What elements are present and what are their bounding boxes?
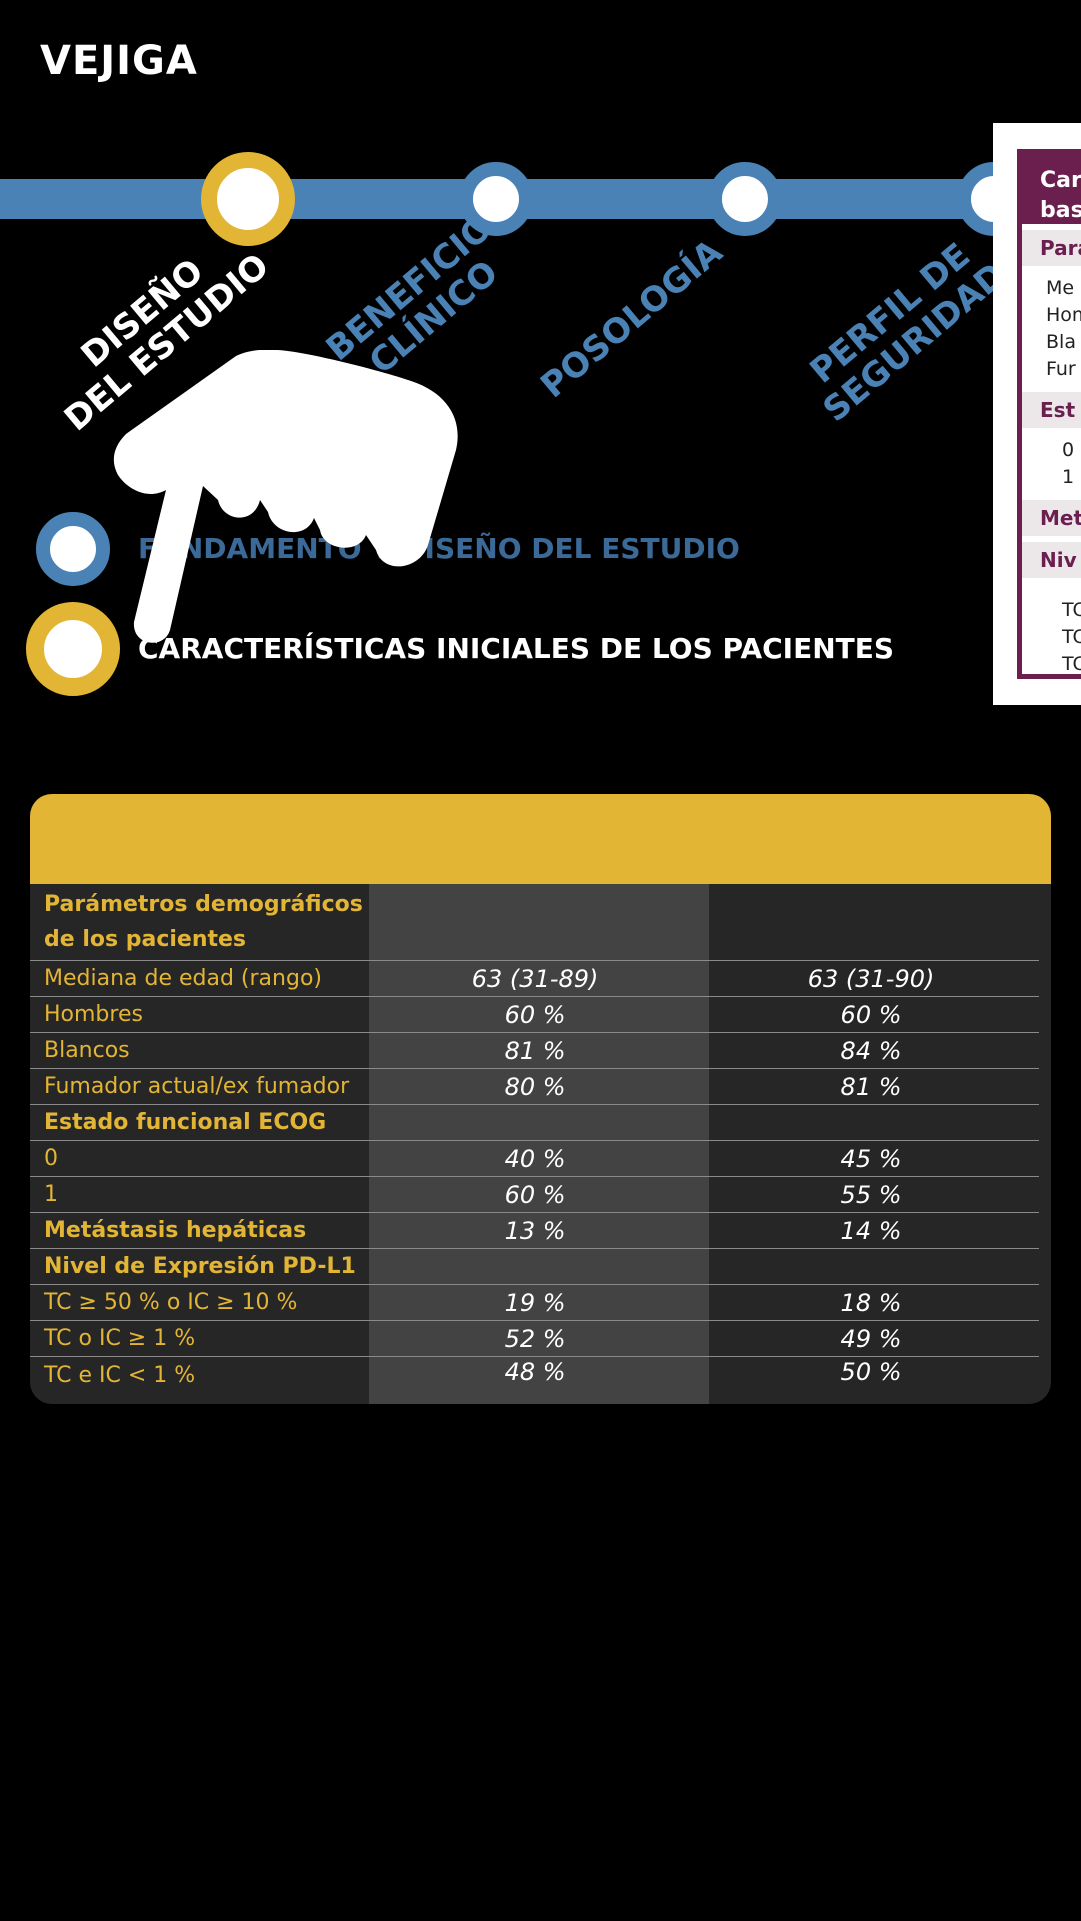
row-label: Fumador actual/ex fumador (44, 1074, 350, 1099)
value-arm-a: 80 % (504, 1072, 566, 1101)
value-arm-b: 84 % (840, 1036, 902, 1065)
legend-dot-gold-icon[interactable] (26, 602, 120, 696)
row-label: Metástasis hepáticas (44, 1218, 307, 1243)
value-arm-a: 13 % (504, 1216, 566, 1245)
column-highlight (369, 884, 709, 1404)
row-label: Mediana de edad (rango) (44, 966, 322, 991)
card-section-ecog: Est (1022, 392, 1081, 428)
table-header-band (30, 794, 1051, 884)
value-arm-a: 63 (31-89) (471, 964, 599, 993)
card-row: Bla (1046, 331, 1076, 353)
value-arm-a: 60 % (504, 1000, 566, 1029)
table-row: TC e IC < 1 % 48 % 50 % (30, 1357, 1039, 1404)
card-row: TC (1062, 653, 1081, 675)
row-label: TC ≥ 50 % o IC ≥ 10 % (44, 1290, 298, 1315)
value-arm-b: 49 % (840, 1324, 902, 1353)
legend-study-rationale[interactable]: FUNDAMENTO Y DISEÑO DEL ESTUDIO (138, 532, 740, 565)
page-title: VEJIGA (40, 38, 198, 84)
value-arm-b: 50 % (840, 1358, 902, 1386)
tab-dosage-line1: POSOLOGÍA (533, 231, 731, 407)
table-row: TC ≥ 50 % o IC ≥ 10 % 19 % 18 % (30, 1285, 1039, 1321)
card-section-metastasis: Met (1022, 500, 1081, 536)
legend-baseline-characteristics[interactable]: CARACTERÍSTICAS INICIALES DE LOS PACIENT… (138, 632, 895, 665)
value-arm-b: 45 % (840, 1144, 902, 1173)
table-row: Parámetros demográficos de los pacientes (30, 884, 1039, 961)
card-row: Me (1046, 277, 1075, 299)
card-row: TC (1062, 599, 1081, 621)
legend-dot-blue-icon[interactable] (36, 512, 110, 586)
card-row: Fur (1046, 358, 1076, 380)
card-row: 0 (1062, 439, 1075, 461)
table-row: Nivel de Expresión PD-L1 (30, 1249, 1039, 1285)
row-label: Estado funcional ECOG (44, 1110, 327, 1135)
table-row: Hombres 60 % 60 % (30, 997, 1039, 1033)
pointing-hand-icon (113, 350, 458, 643)
table-row: Metástasis hepáticas 13 % 14 % (30, 1213, 1039, 1249)
card-title-line1: Cara (1040, 168, 1081, 193)
card-row: TC (1062, 626, 1081, 648)
value-arm-a: 52 % (504, 1324, 566, 1353)
value-arm-b: 81 % (840, 1072, 902, 1101)
card-section-pdl1: Niv (1022, 542, 1081, 578)
table-body: Parámetros demográficos de los pacientes… (30, 884, 1051, 1404)
row-label: Parámetros demográficos de los pacientes (44, 892, 363, 952)
row-label: TC e IC < 1 % (44, 1363, 196, 1388)
timeline-track (0, 179, 1081, 219)
card-row: Hom (1046, 304, 1081, 326)
row-label: TC o IC ≥ 1 % (44, 1326, 196, 1351)
value-arm-a: 48 % (504, 1358, 566, 1386)
value-arm-b: 14 % (840, 1216, 902, 1245)
baseline-characteristics-table: Parámetros demográficos de los pacientes… (30, 794, 1051, 1404)
value-arm-a: 19 % (504, 1288, 566, 1317)
value-arm-b: 55 % (840, 1180, 902, 1209)
tab-dosage[interactable]: POSOLOGÍA (533, 231, 731, 407)
row-label: Blancos (44, 1038, 130, 1063)
table-row: Fumador actual/ex fumador 80 % 81 % (30, 1069, 1039, 1105)
row-label: 0 (44, 1146, 58, 1171)
value-arm-b: 63 (31-90) (807, 964, 935, 993)
card-row: 1 (1062, 466, 1075, 488)
row-label: Hombres (44, 1002, 143, 1027)
table-row: Blancos 81 % 84 % (30, 1033, 1039, 1069)
timeline-node-dosage[interactable] (708, 162, 782, 236)
table-row: Mediana de edad (rango) 63 (31-89) 63 (31-… (30, 961, 1039, 997)
value-arm-b: 18 % (840, 1288, 902, 1317)
row-label: Nivel de Expresión PD-L1 (44, 1254, 356, 1279)
table-row: 1 60 % 55 % (30, 1177, 1039, 1213)
value-arm-a: 60 % (504, 1180, 566, 1209)
value-arm-b: 60 % (840, 1000, 902, 1029)
card-section-demographics: Para (1022, 230, 1081, 266)
table-row: Estado funcional ECOG (30, 1105, 1039, 1141)
value-arm-a: 81 % (504, 1036, 566, 1065)
table-row: 0 40 % 45 % (30, 1141, 1039, 1177)
tab-safety-profile[interactable]: PERFIL DE SEGURIDAD (792, 227, 1014, 430)
row-label: 1 (44, 1182, 58, 1207)
value-arm-a: 40 % (504, 1144, 566, 1173)
card-title: Cara bas (1022, 154, 1081, 224)
table-row: TC o IC ≥ 1 % 52 % 49 % (30, 1321, 1039, 1357)
baseline-characteristics-card[interactable]: Cara bas Para Me Hom Bla Fur Est 0 1 Met… (993, 123, 1081, 705)
card-title-line2: bas (1040, 198, 1081, 223)
